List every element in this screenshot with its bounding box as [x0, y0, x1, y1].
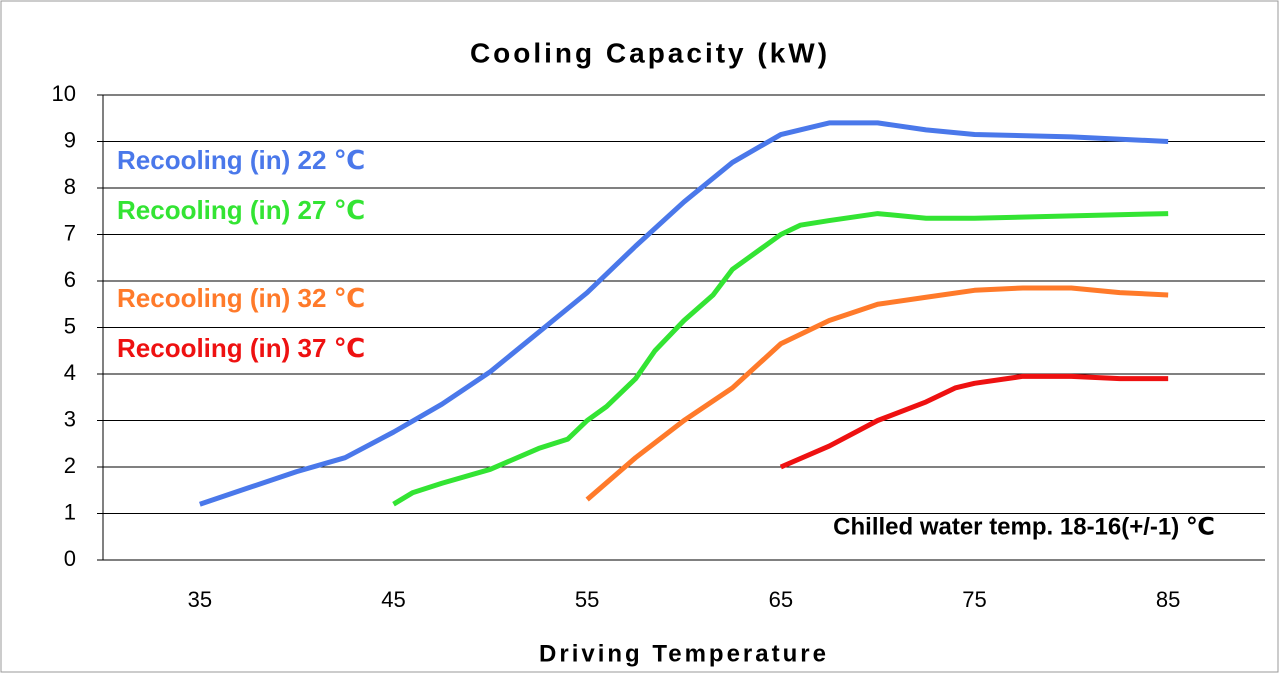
legend-label: Recooling (in) 32 ℃: [117, 283, 365, 313]
annotation: Chilled water temp. 18-16(+/-1) ℃: [833, 513, 1215, 540]
y-tick-label: 3: [64, 406, 76, 431]
x-tick-label: 55: [575, 587, 599, 612]
y-tick-label: 8: [64, 174, 76, 199]
y-tick-label: 0: [64, 546, 76, 571]
series-line: [199, 120, 1169, 507]
y-tick-label: 4: [64, 360, 76, 385]
series-line: [585, 285, 1169, 502]
legend-label: Recooling (in) 22 ℃: [117, 145, 365, 175]
y-tick-label: 1: [64, 499, 76, 524]
y-tick-label: 9: [64, 127, 76, 152]
series-line: [392, 211, 1169, 507]
y-tick-label: 6: [64, 267, 76, 292]
series-line: [779, 373, 1169, 470]
y-tick-label: 7: [64, 220, 76, 245]
x-tick-label: 45: [381, 587, 405, 612]
x-tick-label: 75: [962, 587, 986, 612]
x-tick-label: 85: [1156, 587, 1180, 612]
y-tick-label: 10: [52, 81, 76, 106]
legend-label: Recooling (in) 37 ℃: [117, 333, 365, 363]
x-tick-label: 35: [188, 587, 212, 612]
y-tick-label: 2: [64, 453, 76, 478]
y-tick-label: 5: [64, 313, 76, 338]
legend-label: Recooling (in) 27 ℃: [117, 195, 365, 225]
chart-title: Cooling Capacity (kW): [470, 37, 830, 68]
x-axis-label: Driving Temperature: [539, 640, 829, 667]
x-tick-label: 65: [769, 587, 793, 612]
